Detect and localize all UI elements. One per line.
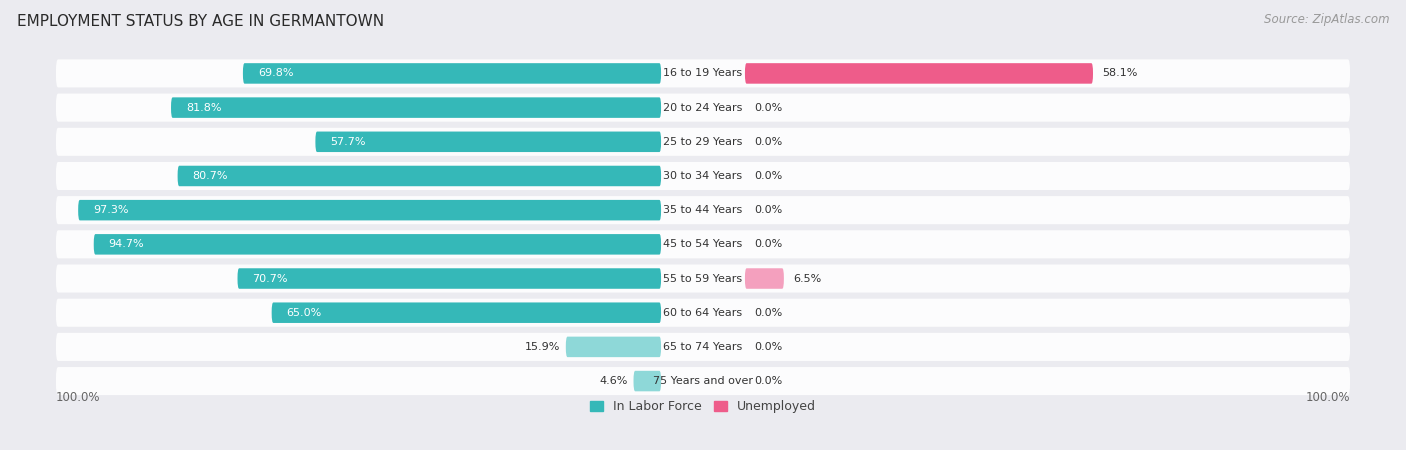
FancyBboxPatch shape [177,166,661,186]
Text: 25 to 29 Years: 25 to 29 Years [664,137,742,147]
Text: 16 to 19 Years: 16 to 19 Years [664,68,742,78]
FancyBboxPatch shape [56,367,1350,395]
FancyBboxPatch shape [565,337,661,357]
Text: 0.0%: 0.0% [754,342,782,352]
FancyBboxPatch shape [56,230,1350,258]
FancyBboxPatch shape [634,371,661,392]
Text: 75 Years and over: 75 Years and over [652,376,754,386]
FancyBboxPatch shape [56,299,1350,327]
Text: 60 to 64 Years: 60 to 64 Years [664,308,742,318]
FancyBboxPatch shape [243,63,661,84]
Text: 100.0%: 100.0% [1306,392,1350,404]
FancyBboxPatch shape [745,63,1092,84]
Text: Source: ZipAtlas.com: Source: ZipAtlas.com [1264,14,1389,27]
Text: 97.3%: 97.3% [93,205,128,215]
FancyBboxPatch shape [315,131,661,152]
FancyBboxPatch shape [56,128,1350,156]
FancyBboxPatch shape [56,94,1350,122]
Text: 65 to 74 Years: 65 to 74 Years [664,342,742,352]
Text: 0.0%: 0.0% [754,171,782,181]
FancyBboxPatch shape [56,265,1350,292]
FancyBboxPatch shape [745,268,785,289]
FancyBboxPatch shape [238,268,661,289]
Text: 65.0%: 65.0% [287,308,322,318]
Text: 0.0%: 0.0% [754,239,782,249]
Text: 100.0%: 100.0% [56,392,100,404]
Text: 55 to 59 Years: 55 to 59 Years [664,274,742,284]
Text: 57.7%: 57.7% [330,137,366,147]
FancyBboxPatch shape [56,333,1350,361]
Legend: In Labor Force, Unemployed: In Labor Force, Unemployed [585,395,821,419]
Text: 69.8%: 69.8% [257,68,294,78]
FancyBboxPatch shape [172,97,661,118]
Text: 81.8%: 81.8% [186,103,222,112]
FancyBboxPatch shape [56,59,1350,87]
Text: 0.0%: 0.0% [754,308,782,318]
FancyBboxPatch shape [56,196,1350,224]
FancyBboxPatch shape [56,162,1350,190]
Text: 70.7%: 70.7% [253,274,288,284]
Text: 20 to 24 Years: 20 to 24 Years [664,103,742,112]
FancyBboxPatch shape [79,200,661,220]
Text: 0.0%: 0.0% [754,205,782,215]
FancyBboxPatch shape [94,234,661,255]
Text: 94.7%: 94.7% [108,239,145,249]
Text: 0.0%: 0.0% [754,376,782,386]
Text: 0.0%: 0.0% [754,137,782,147]
Text: EMPLOYMENT STATUS BY AGE IN GERMANTOWN: EMPLOYMENT STATUS BY AGE IN GERMANTOWN [17,14,384,28]
Text: 35 to 44 Years: 35 to 44 Years [664,205,742,215]
Text: 80.7%: 80.7% [193,171,228,181]
FancyBboxPatch shape [271,302,661,323]
Text: 0.0%: 0.0% [754,103,782,112]
Text: 45 to 54 Years: 45 to 54 Years [664,239,742,249]
Text: 15.9%: 15.9% [524,342,560,352]
Text: 4.6%: 4.6% [599,376,627,386]
Text: 58.1%: 58.1% [1102,68,1137,78]
Text: 30 to 34 Years: 30 to 34 Years [664,171,742,181]
Text: 6.5%: 6.5% [793,274,821,284]
